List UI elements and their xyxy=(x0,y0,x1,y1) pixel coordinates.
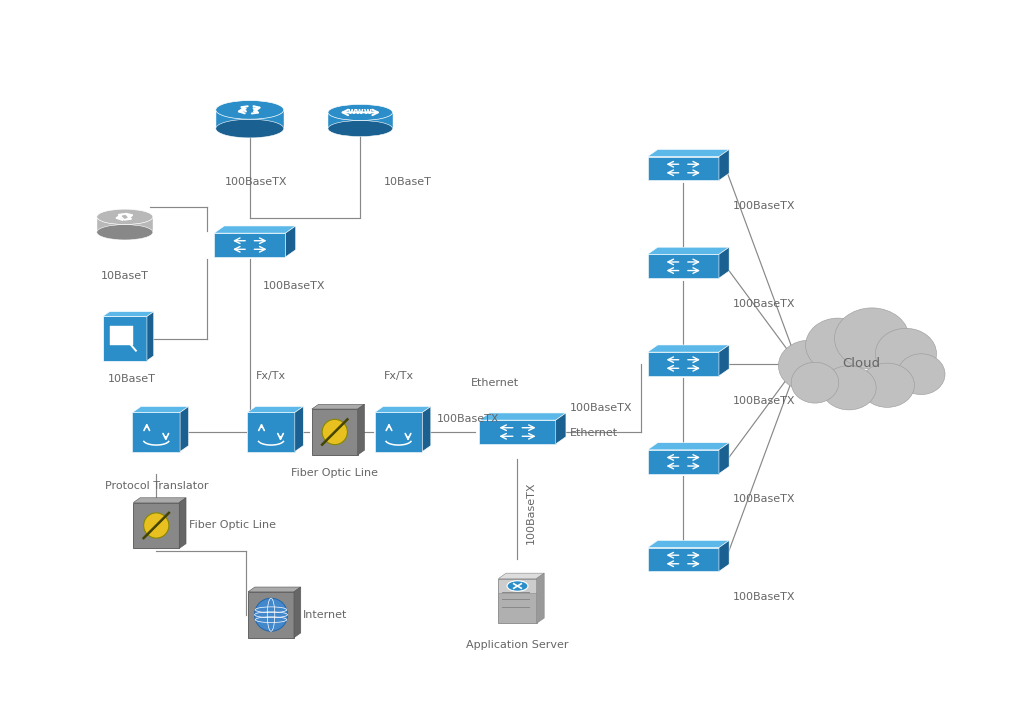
Polygon shape xyxy=(648,149,729,156)
Polygon shape xyxy=(132,407,188,412)
Text: 10BaseT: 10BaseT xyxy=(100,270,149,281)
Polygon shape xyxy=(312,409,358,455)
Ellipse shape xyxy=(778,340,839,391)
Ellipse shape xyxy=(805,318,870,373)
Text: 100BaseTX: 100BaseTX xyxy=(733,396,795,406)
Polygon shape xyxy=(97,217,153,232)
Polygon shape xyxy=(648,247,729,255)
Text: www: www xyxy=(348,107,373,116)
Polygon shape xyxy=(499,579,536,594)
Polygon shape xyxy=(147,311,154,360)
Polygon shape xyxy=(719,149,729,181)
Text: 100BaseTX: 100BaseTX xyxy=(226,177,288,187)
Text: Fx/Tx: Fx/Tx xyxy=(383,371,414,381)
Polygon shape xyxy=(375,407,431,412)
Polygon shape xyxy=(179,498,186,548)
Polygon shape xyxy=(134,503,179,548)
Polygon shape xyxy=(294,587,301,638)
Polygon shape xyxy=(648,547,719,572)
Ellipse shape xyxy=(322,419,348,444)
Polygon shape xyxy=(648,255,719,278)
Text: Protocol Translator: Protocol Translator xyxy=(105,481,208,491)
Polygon shape xyxy=(247,407,303,412)
Text: Application Server: Application Server xyxy=(466,640,569,651)
Ellipse shape xyxy=(144,513,169,538)
Polygon shape xyxy=(719,247,729,278)
Polygon shape xyxy=(102,311,154,316)
Text: 100BaseTX: 100BaseTX xyxy=(526,481,536,544)
Polygon shape xyxy=(134,498,186,503)
Polygon shape xyxy=(648,540,729,547)
Polygon shape xyxy=(719,540,729,572)
Text: 100BaseTX: 100BaseTX xyxy=(733,201,795,211)
Text: 100BaseTX: 100BaseTX xyxy=(733,494,795,504)
Ellipse shape xyxy=(876,328,937,379)
Ellipse shape xyxy=(328,120,392,137)
Polygon shape xyxy=(248,592,294,638)
Polygon shape xyxy=(422,407,431,451)
Polygon shape xyxy=(536,573,544,624)
Polygon shape xyxy=(214,233,286,257)
Text: Cloud: Cloud xyxy=(842,358,881,370)
Ellipse shape xyxy=(860,363,914,407)
Ellipse shape xyxy=(255,598,288,631)
Polygon shape xyxy=(648,345,729,352)
Polygon shape xyxy=(247,412,295,451)
Text: 100BaseTX: 100BaseTX xyxy=(733,299,795,309)
Text: Internet: Internet xyxy=(303,610,348,620)
Ellipse shape xyxy=(822,365,877,410)
Polygon shape xyxy=(111,326,132,345)
Polygon shape xyxy=(648,352,719,376)
Polygon shape xyxy=(214,226,296,233)
Polygon shape xyxy=(328,112,392,129)
Polygon shape xyxy=(180,407,188,451)
Ellipse shape xyxy=(215,119,284,138)
Ellipse shape xyxy=(328,105,392,120)
Text: 10BaseT: 10BaseT xyxy=(384,177,432,187)
Polygon shape xyxy=(286,226,296,257)
Polygon shape xyxy=(375,412,422,451)
Text: Fiber Optic Line: Fiber Optic Line xyxy=(188,520,275,530)
Ellipse shape xyxy=(791,363,838,403)
Polygon shape xyxy=(719,443,729,474)
Polygon shape xyxy=(295,407,303,451)
Polygon shape xyxy=(648,443,729,450)
Polygon shape xyxy=(132,412,180,451)
Text: 100BaseTX: 100BaseTX xyxy=(263,281,325,291)
Ellipse shape xyxy=(97,209,153,225)
Polygon shape xyxy=(648,450,719,474)
Polygon shape xyxy=(215,110,284,129)
Polygon shape xyxy=(499,573,544,579)
Ellipse shape xyxy=(507,581,528,592)
Ellipse shape xyxy=(897,354,945,395)
Text: 100BaseTX: 100BaseTX xyxy=(570,403,632,413)
Polygon shape xyxy=(248,587,301,592)
Text: Fiber Optic Line: Fiber Optic Line xyxy=(291,468,378,478)
Ellipse shape xyxy=(834,308,910,369)
Ellipse shape xyxy=(215,100,284,119)
Polygon shape xyxy=(556,413,566,444)
Polygon shape xyxy=(312,405,364,409)
Text: 100BaseTX: 100BaseTX xyxy=(437,415,499,424)
Text: Fx/Tx: Fx/Tx xyxy=(256,371,286,381)
Polygon shape xyxy=(479,420,556,444)
Ellipse shape xyxy=(97,225,153,240)
Polygon shape xyxy=(479,413,566,420)
Polygon shape xyxy=(648,156,719,181)
Text: Ethernet: Ethernet xyxy=(471,378,519,387)
Text: 100BaseTX: 100BaseTX xyxy=(733,592,795,602)
Text: 10BaseT: 10BaseT xyxy=(108,374,155,384)
Polygon shape xyxy=(499,579,536,624)
Polygon shape xyxy=(719,345,729,376)
Polygon shape xyxy=(358,405,364,455)
Text: Ethernet: Ethernet xyxy=(570,428,618,438)
Polygon shape xyxy=(102,316,147,360)
